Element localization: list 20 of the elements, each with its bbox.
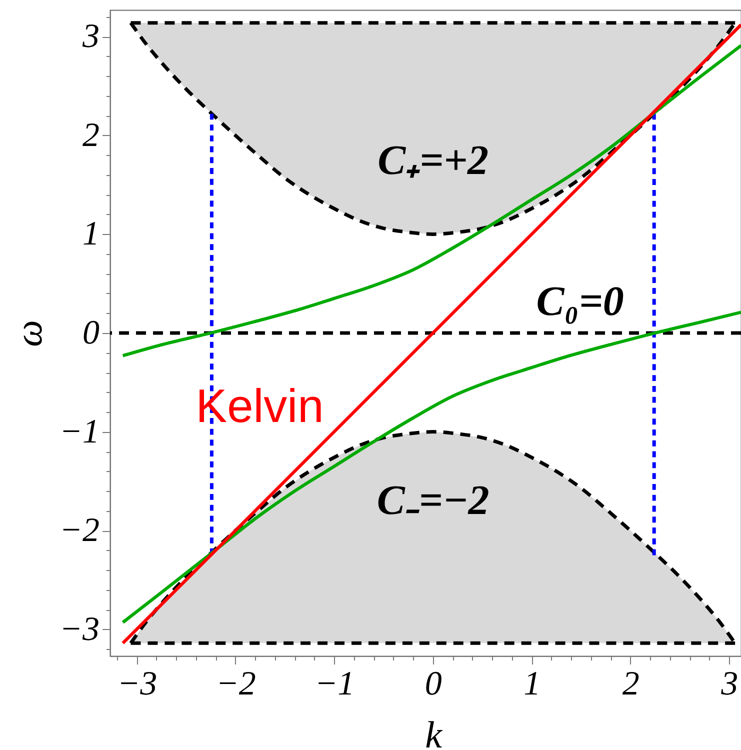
x-tick-label: 1 <box>524 666 541 702</box>
y-tick-label: 3 <box>82 18 100 56</box>
y-tick-label: 0 <box>82 314 100 352</box>
annotation: C₊=+2 <box>378 138 489 184</box>
ref-line-label: C₀=0 <box>536 279 624 325</box>
y-tick-label: −2 <box>60 512 100 550</box>
y-tick-label: 2 <box>82 116 100 154</box>
y-axis-title: ω <box>8 320 50 347</box>
x-tick-label: 2 <box>622 666 640 702</box>
series-label: Kelvin <box>196 379 324 432</box>
x-tick-label: 0 <box>424 666 442 702</box>
x-tick-label: 3 <box>720 666 738 702</box>
x-tick-label: −3 <box>117 666 158 702</box>
annotation: C₋=−2 <box>376 478 490 524</box>
y-tick-label: −3 <box>60 610 100 648</box>
y-tick-label: −1 <box>60 413 100 450</box>
y-tick-label: 1 <box>82 216 100 253</box>
x-axis-title: k <box>425 714 444 750</box>
x-tick-label: −1 <box>314 666 355 702</box>
x-tick-label: −2 <box>216 666 256 702</box>
